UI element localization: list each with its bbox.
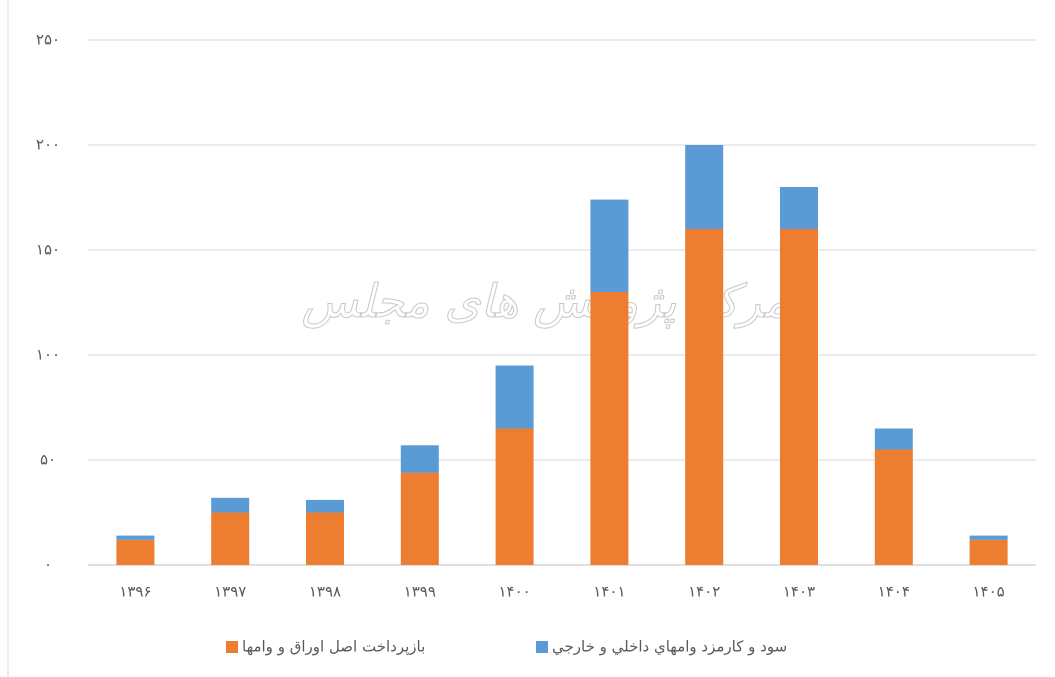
y-tick-label: ۱۵٠ — [36, 241, 60, 259]
y-tick-label: ۱٠٠ — [36, 346, 60, 364]
x-tick-label: ۱۳۹۷ — [214, 583, 246, 601]
bar-segment — [685, 229, 724, 565]
bar-segment — [874, 449, 913, 565]
bar-segment — [116, 535, 155, 540]
legend-label: سود و کارمزد وامهاي داخلي و خارجي — [552, 638, 787, 657]
bar-segment — [306, 512, 344, 565]
y-tick-label: ٠ — [44, 556, 52, 574]
y-tick-label: ۲٠٠ — [36, 136, 60, 154]
x-tick-label: ۱۳۹۸ — [309, 583, 341, 601]
y-tick-label: ۲۵٠ — [36, 31, 60, 49]
bar-segment — [685, 145, 724, 229]
x-tick-label: ۱۴۰۲ — [688, 583, 720, 601]
bar-segment — [495, 428, 534, 565]
bar-segment — [211, 512, 250, 565]
bar-segment — [969, 535, 1008, 540]
bar-segment — [495, 365, 534, 429]
x-tick-label: ۱۴۰۳ — [783, 583, 815, 601]
bar-segment — [400, 472, 439, 565]
bar-segment — [306, 499, 344, 513]
x-tick-label: ۱۳۹۹ — [404, 583, 436, 601]
bar-segment — [780, 229, 818, 565]
bar-segment — [211, 497, 250, 513]
x-tick-label: ۱۴۰۴ — [878, 583, 910, 601]
x-tick-label: ۱۴۰۱ — [593, 583, 625, 601]
bar-segment — [116, 539, 155, 565]
bar-segment — [400, 445, 439, 473]
bar-segment — [874, 428, 913, 450]
legend-swatch — [226, 641, 238, 653]
legend-label: بازپرداخت اصل اوراق و وامها — [242, 638, 425, 657]
x-tick-label: ۱۳۹۶ — [119, 583, 151, 601]
bar-segment — [590, 199, 629, 292]
legend-swatch — [536, 641, 548, 653]
bar-segment — [969, 539, 1008, 565]
y-tick-label: ۵٠ — [40, 451, 56, 469]
bar-segment — [780, 187, 818, 229]
bar-segment — [590, 292, 629, 565]
x-tick-label: ۱۴۰۵ — [972, 583, 1004, 601]
x-tick-label: ۱۴۰۰ — [498, 583, 530, 601]
